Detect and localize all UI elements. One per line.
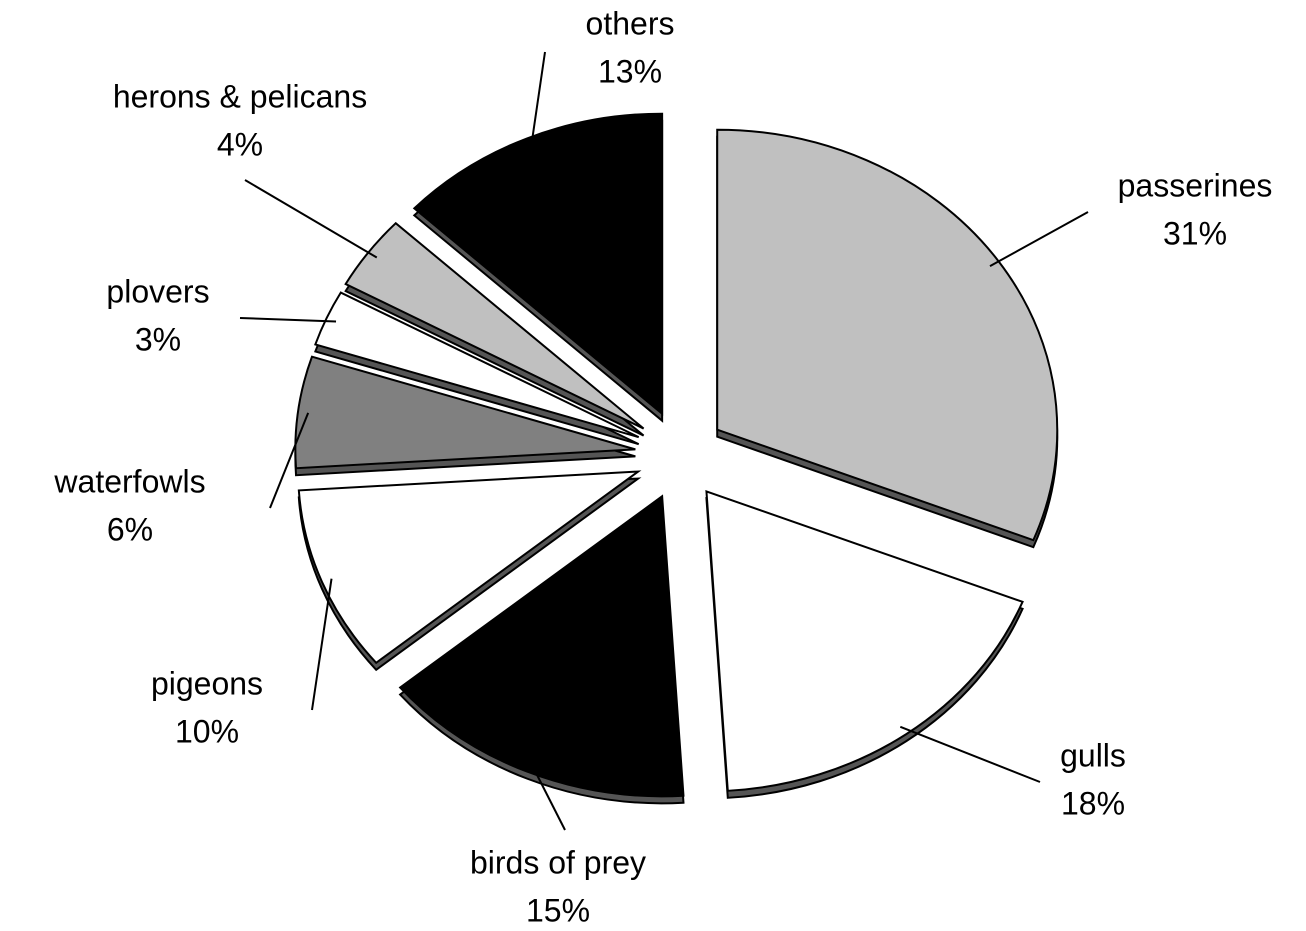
value-label: 18% — [1061, 785, 1125, 821]
category-label: herons & pelicans — [113, 78, 367, 114]
leader-line — [530, 762, 566, 831]
category-label: waterfowls — [53, 463, 205, 499]
category-label: gulls — [1060, 737, 1126, 773]
category-label: plovers — [106, 273, 209, 309]
category-label: others — [586, 5, 675, 41]
leader-line — [530, 51, 546, 147]
slice — [716, 128, 1059, 542]
leader-line — [244, 179, 378, 259]
value-label: 6% — [107, 511, 153, 547]
value-label: 13% — [598, 53, 662, 89]
category-label: passerines — [1118, 167, 1273, 203]
category-label: pigeons — [151, 665, 263, 701]
leader-line — [899, 725, 1041, 783]
slice — [412, 112, 664, 416]
leader-line — [989, 211, 1089, 268]
category-label: birds of prey — [470, 844, 646, 880]
value-label: 15% — [526, 892, 590, 928]
leader-line — [239, 317, 337, 323]
value-label: 3% — [135, 321, 181, 357]
slice — [297, 470, 642, 665]
slice — [398, 494, 685, 798]
value-label: 31% — [1163, 215, 1227, 251]
slice — [705, 489, 1024, 792]
leader-line — [269, 412, 310, 509]
slice — [314, 291, 640, 439]
leader-line — [311, 578, 333, 711]
value-label: 4% — [217, 126, 263, 162]
slice — [294, 355, 636, 470]
value-label: 10% — [175, 713, 239, 749]
